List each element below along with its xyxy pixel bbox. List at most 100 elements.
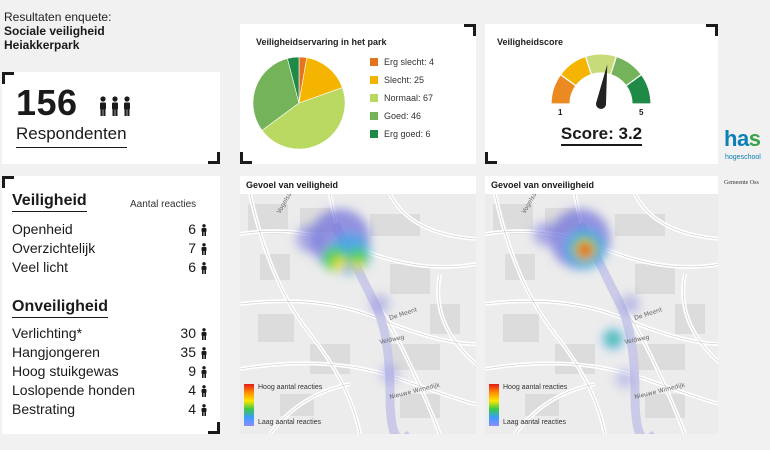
map-road-edge [389,194,476,240]
safe-header: Veiligheid [12,192,87,212]
pie-chart-card: Veiligheidservaring in het park Erg slec… [240,24,476,164]
map-block [635,344,685,370]
score-title: Veiligheidscore [497,37,564,47]
person-icon [200,384,208,400]
respondents-count: 156 [16,82,78,123]
heatmap-legend: Hoog aantal reacties Laag aantal reactie… [489,384,589,426]
pie-slice-goed [252,58,300,131]
corner-mark [485,152,497,164]
legend-label: Erg goed: 6 [384,129,431,139]
heat-spot [615,369,635,389]
map-block [635,264,675,294]
factor-count: 4 [188,401,196,417]
map-road-edge [437,273,476,365]
factor-row: Veel licht 6 [12,259,212,275]
heat-spot [533,222,557,246]
score-text: Score: 3.2 [560,124,643,146]
pie-slice-slecht [298,57,343,104]
legend-low: Laag aantal reacties [258,419,322,426]
legend-label: Slecht: 25 [384,75,425,85]
legend-label: Erg slecht: 4 [384,57,435,67]
map-block [615,214,665,236]
person-icon [200,261,208,277]
factor-count: 35 [180,344,196,360]
map-block [503,314,539,342]
map-block [390,344,440,370]
heat-spot [334,258,346,270]
factor-count: 6 [188,259,196,275]
pie-chart-title: Veiligheidservaring in het park [256,37,387,47]
legend-swatch [370,130,378,138]
factor-label: Bestrating [12,401,76,417]
map-block [390,264,430,294]
has-logo-s: s [748,126,761,151]
score-value: Score: 3.2 [485,124,718,146]
intro-line-3: Heiakkerpark [4,38,80,52]
safe-heatmap: Veldweg De Meent Nieuwe Wimedijk Vogelsang [240,194,476,434]
pie-slice-normaal [261,87,346,150]
legend-gradient [489,384,499,426]
intro-line-1: Resultaten enquete: [4,10,112,24]
heat-spot [380,364,400,384]
factor-row: Bestrating 4 [12,401,212,417]
intro-line-2: Sociale veiligheid [4,24,105,38]
factor-count: 4 [188,382,196,398]
people-icon [100,96,130,116]
has-logo-sub: hogeschool [725,154,761,161]
factor-label: Loslopende honden [12,382,136,398]
map-road-edge [514,383,596,434]
factor-label: Veel licht [12,259,69,275]
factor-label: Verlichting* [12,325,83,341]
corner-mark [2,176,14,188]
score-card: Veiligheidscore 1 5 Score: 3.2 [485,24,718,164]
factor-count: 30 [180,325,196,341]
person-icon [200,365,208,381]
person-icon [200,327,208,343]
gauge-segment [625,73,652,105]
corner-mark [464,24,476,36]
legend-swatch [370,112,378,120]
gauge-min-label: 1 [558,108,563,117]
street-label: De Meent [388,306,418,322]
factor-row: Hangjongeren 35 [12,344,212,360]
factor-count: 6 [188,221,196,237]
heat-layer [296,209,400,384]
factor-count: 9 [188,363,196,379]
legend-label: Normaal: 67 [384,93,434,103]
logos: has hogeschool Gemeente Oss [724,126,770,210]
corner-mark [2,72,14,84]
score-gauge [550,53,652,109]
factor-label: Overzichtelijk [12,240,96,256]
legend-item: Erg slecht: 4 [370,57,434,67]
corner-mark [706,24,718,36]
factors-card: Veiligheid Aantal reacties Openheid 6 Over… [2,176,220,434]
heat-spot [579,244,591,256]
legend-item: Normaal: 67 [370,93,433,103]
legend-item: Goed: 46 [370,111,421,121]
legend-swatch [370,58,378,66]
person-icon [200,223,208,239]
person-icon [200,242,208,258]
heat-spot [296,225,324,253]
legend-item: Erg goed: 6 [370,129,431,139]
factor-row: Hoog stuikgewas 9 [12,363,212,379]
gauge-needle [596,64,608,105]
factor-count: 7 [188,240,196,256]
map-block [370,214,420,236]
corner-mark [208,152,220,164]
map-road-edge [249,194,361,434]
factor-label: Openheid [12,221,73,237]
gauge-max-label: 5 [639,108,644,117]
respondents-label: Respondenten [16,124,127,148]
heat-spot [608,334,618,344]
unsafe-header: Onveiligheid [12,298,109,318]
has-logo: has [724,126,761,152]
factor-row: Loslopende honden 4 [12,382,212,398]
unsafe-heatmap: Veldweg De Meent Nieuwe Wimedijk Vogelsang [485,194,718,434]
corner-mark [208,422,220,434]
heat-layer [533,209,640,389]
factor-label: Hoog stuikgewas [12,363,119,379]
heatmap-legend: Hoog aantal reacties Laag aantal reactie… [244,384,344,426]
